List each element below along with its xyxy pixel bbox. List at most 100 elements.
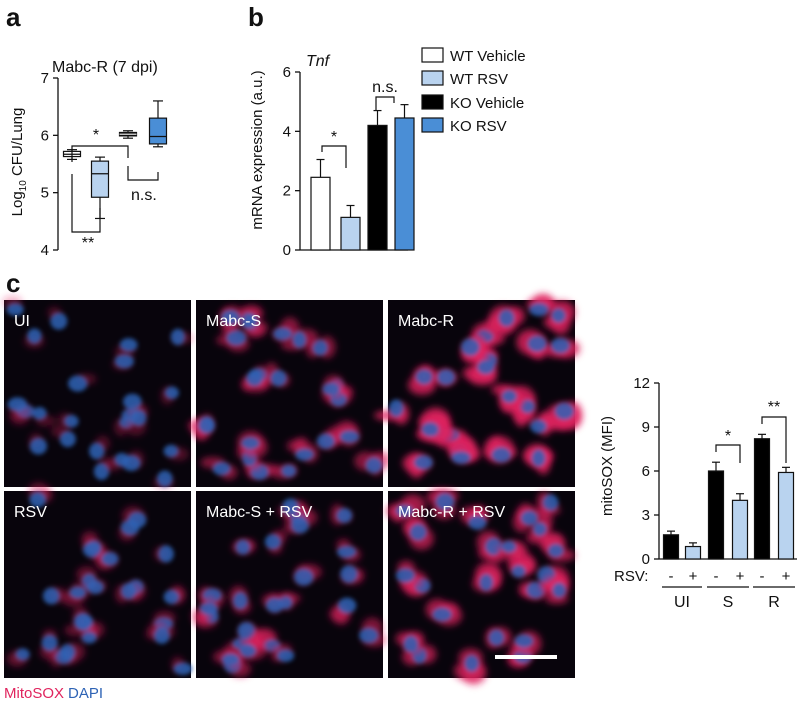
dapi-nucleus	[120, 519, 140, 536]
micrograph-cells	[187, 305, 392, 480]
dapi-nucleus	[520, 399, 535, 414]
b-bracket-star	[321, 145, 347, 168]
rsv-sign-minus-4: -	[760, 568, 765, 585]
dapi-nucleus	[265, 597, 284, 613]
dapi-nucleus	[50, 312, 68, 330]
dapi-nucleus	[114, 354, 134, 369]
rsv-row-label: RSV:	[614, 568, 648, 585]
dapi-nucleus	[59, 431, 76, 448]
dapi-nucleus	[461, 338, 480, 357]
c-sig-star: *	[725, 428, 731, 445]
dapi-nucleus	[63, 414, 79, 428]
rsv-sign-minus-0: -	[669, 568, 674, 585]
dapi-nucleus	[511, 564, 526, 578]
dapi-nucleus	[173, 662, 193, 675]
c-ytick-label-9: 9	[642, 419, 650, 436]
dapi-nucleus	[199, 602, 219, 616]
dapi-nucleus	[395, 504, 414, 517]
dapi-nucleus	[501, 540, 517, 553]
micrograph-label-ui: UI	[14, 313, 30, 330]
dapi-nucleus	[114, 452, 130, 467]
rsv-sign-minus-2: -	[714, 568, 719, 585]
dapi-nucleus	[542, 494, 559, 512]
dapi-nucleus	[451, 451, 471, 464]
dapi-nucleus	[551, 308, 566, 324]
panel-a-chart: Mabc-R (7 dpi) Log10 CFU/Lung 4 5 6 7 * ** …	[9, 59, 168, 259]
dapi-nucleus	[282, 498, 300, 516]
dapi-nucleus	[552, 582, 567, 598]
dapi-nucleus	[82, 541, 102, 558]
dapi-nucleus	[432, 607, 452, 622]
dapi-nucleus	[226, 329, 247, 346]
dapi-nucleus	[119, 338, 138, 352]
c-ytick-label-3: 3	[642, 507, 650, 524]
b-bar-wt-rsv	[340, 216, 361, 251]
micrograph-label-mabc-s-rsv: Mabc-S + RSV	[206, 504, 313, 521]
b-bracket-ns	[375, 96, 395, 110]
micrograph-label-rsv: RSV	[14, 504, 47, 521]
a-bracket-star	[71, 145, 129, 162]
legend-label-ko-rsv: KO RSV	[450, 118, 507, 135]
dapi-nucleus	[479, 573, 494, 592]
panel-b-ylabel: mRNA expression (a.u.)	[249, 70, 266, 229]
b-sig-ns: n.s.	[372, 79, 398, 96]
panel-c-letter: c	[6, 268, 20, 298]
panel-b-significance: * n.s.	[321, 79, 398, 168]
panel-b-letter: b	[248, 2, 264, 32]
dapi-nucleus	[276, 649, 295, 663]
dapi-nucleus	[532, 522, 548, 537]
micrograph-label-mabc-r: Mabc-R	[398, 313, 454, 330]
legend-item-ko-vehicle: KO Vehicle	[421, 94, 524, 112]
panel-a-letter: a	[6, 2, 21, 32]
rsv-sign-plus-1: +	[689, 568, 698, 585]
dapi-nucleus	[86, 580, 104, 595]
b-sig-star: *	[331, 129, 337, 146]
a-box-wt-rsv	[90, 156, 110, 220]
panel-a-title: Mabc-R (7 dpi)	[52, 59, 158, 76]
a-ytick-label-4: 4	[41, 242, 49, 259]
panel-b-chart: Tnf mRNA expression (a.u.) 0 2 4 6 * n.s.	[249, 53, 415, 259]
a-box-ko-rsv	[148, 100, 168, 148]
a-sig-star: *	[93, 127, 99, 144]
dapi-nucleus	[241, 436, 260, 450]
a-sig-ns: n.s.	[131, 187, 157, 204]
a-bracket-double-star	[71, 174, 101, 233]
dapi-nucleus	[437, 369, 456, 386]
dapi-nucleus	[153, 627, 170, 644]
dapi-nucleus	[237, 621, 256, 640]
panel-c-ylabel: mitoSOX (MFI)	[599, 416, 616, 516]
dapi-nucleus	[239, 644, 257, 658]
dapi-nucleus	[530, 419, 547, 434]
dapi-nucleus	[290, 517, 310, 534]
dapi-nucleus	[93, 462, 110, 481]
c-group-label-s: S	[723, 594, 734, 611]
c-bracket-double-star	[761, 416, 787, 463]
dapi-nucleus	[526, 581, 545, 599]
dapi-nucleus	[163, 589, 180, 605]
c-group-label-r: R	[768, 594, 780, 611]
dapi-nucleus	[6, 303, 24, 316]
dapi-nucleus	[395, 568, 416, 583]
dapi-nucleus	[120, 582, 137, 600]
a-box-ko-vehicle	[118, 130, 138, 139]
dapi-nucleus	[101, 551, 119, 566]
dapi-nucleus	[339, 430, 360, 444]
dapi-nucleus	[59, 643, 76, 661]
micrograph-cells	[2, 295, 194, 489]
dapi-nucleus	[235, 539, 251, 555]
dapi-nucleus	[554, 402, 575, 420]
legend-swatch-ko-vehicle	[421, 94, 444, 110]
a-bracket-ns	[127, 166, 159, 181]
a-iqr-wt-rsv	[90, 160, 110, 198]
dapi-nucleus	[292, 331, 307, 349]
dapi-nucleus	[68, 375, 88, 392]
dapi-nucleus	[27, 328, 42, 344]
c-bar-s-vehicle	[707, 470, 725, 560]
dapi-nucleus	[73, 612, 92, 631]
a-ytick-label-6: 6	[41, 127, 49, 144]
dapi-nucleus	[198, 417, 215, 434]
dapi-nucleus	[340, 565, 358, 583]
dapi-nucleus	[81, 631, 97, 644]
